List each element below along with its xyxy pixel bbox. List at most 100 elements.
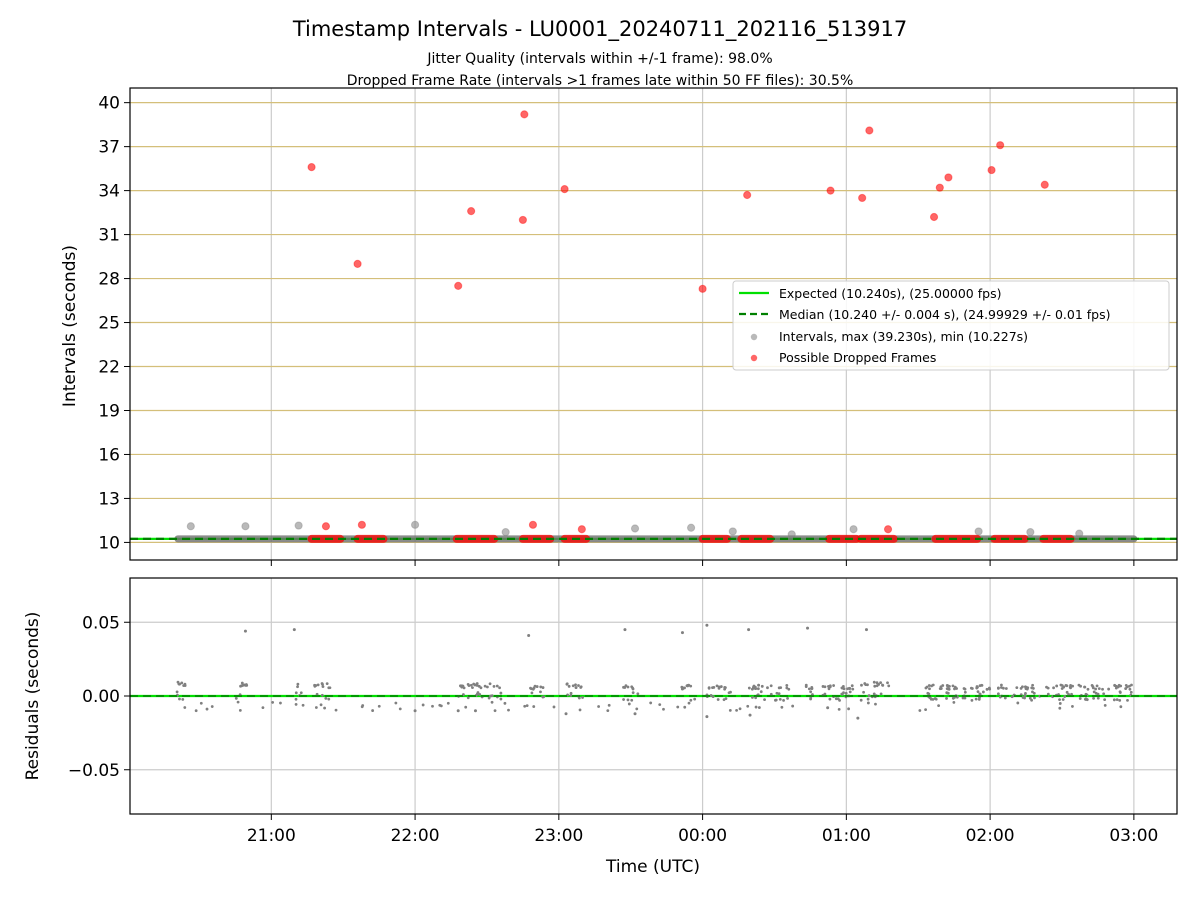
residual-point bbox=[327, 697, 331, 701]
interval-point bbox=[974, 527, 983, 536]
bottom-y-axis-label: Residuals (seconds) bbox=[23, 612, 43, 781]
residual-point bbox=[806, 626, 810, 630]
residual-point bbox=[756, 687, 760, 691]
residual-point bbox=[757, 706, 761, 709]
residual-point bbox=[597, 705, 601, 708]
residual-point bbox=[361, 704, 365, 707]
residual-point bbox=[301, 703, 305, 707]
residual-point bbox=[456, 709, 460, 713]
residual-point bbox=[862, 690, 865, 694]
residual-point bbox=[316, 683, 320, 687]
residual-point bbox=[778, 698, 782, 701]
residual-point bbox=[996, 692, 1000, 696]
residual-point bbox=[371, 709, 375, 712]
residual-point bbox=[985, 687, 989, 691]
residual-point bbox=[826, 706, 830, 710]
dropped-frame-point bbox=[944, 173, 953, 182]
residual-point bbox=[320, 693, 324, 697]
residuals-panel: −0.05 0.00 0.05 21:00 22:00 23:00 00:00 01:00 02… bbox=[68, 577, 1178, 846]
residual-point bbox=[485, 685, 489, 689]
interval-point bbox=[410, 520, 420, 529]
residual-point bbox=[507, 708, 510, 712]
residual-point bbox=[810, 687, 814, 690]
y-tick-label: 0.05 bbox=[82, 613, 120, 633]
residual-point bbox=[487, 696, 491, 700]
residual-point bbox=[1004, 687, 1008, 690]
y-tick-label: 0.00 bbox=[82, 687, 120, 707]
dropped-frame-point bbox=[698, 284, 707, 293]
residual-point bbox=[1118, 698, 1122, 702]
residual-point bbox=[473, 709, 477, 713]
residual-point bbox=[856, 716, 860, 720]
residual-point bbox=[748, 713, 752, 717]
residual-point bbox=[963, 690, 967, 694]
residual-point bbox=[866, 697, 870, 701]
interval-point bbox=[1026, 528, 1035, 537]
residual-point bbox=[1033, 696, 1036, 700]
residual-point bbox=[541, 686, 545, 689]
residual-point bbox=[1092, 690, 1096, 694]
residual-point bbox=[1091, 686, 1095, 690]
residual-point bbox=[581, 696, 584, 699]
residual-point bbox=[532, 705, 536, 708]
y-tick-label: 10 bbox=[98, 533, 120, 553]
residual-point bbox=[495, 684, 499, 688]
residual-point bbox=[975, 686, 979, 690]
y-tick-label: −0.05 bbox=[68, 761, 120, 781]
residual-point bbox=[681, 687, 685, 691]
residual-point bbox=[460, 684, 464, 688]
residual-point bbox=[928, 687, 931, 691]
residual-point bbox=[974, 697, 978, 701]
dropped-frame-point bbox=[935, 183, 944, 192]
residual-point bbox=[1060, 684, 1064, 687]
residual-point bbox=[294, 702, 298, 706]
residual-point bbox=[879, 692, 883, 696]
residual-point bbox=[997, 686, 1000, 690]
residual-point bbox=[951, 696, 955, 700]
residual-point bbox=[631, 691, 635, 695]
residual-point bbox=[271, 701, 275, 704]
residual-point bbox=[627, 702, 631, 706]
residual-point bbox=[542, 695, 546, 699]
interval-point bbox=[630, 524, 640, 533]
residual-point bbox=[924, 708, 927, 712]
residual-point bbox=[769, 684, 773, 688]
residual-point bbox=[1058, 698, 1061, 702]
residual-point bbox=[241, 684, 245, 687]
residual-point bbox=[181, 698, 185, 701]
residual-point bbox=[240, 681, 244, 685]
residual-point bbox=[1032, 687, 1035, 690]
residual-point bbox=[879, 681, 883, 685]
dropped-frame-point bbox=[353, 259, 362, 269]
residual-point bbox=[490, 700, 494, 704]
residual-point bbox=[1117, 683, 1121, 687]
residual-point bbox=[705, 623, 709, 627]
residual-point bbox=[867, 694, 871, 698]
residual-point bbox=[722, 698, 726, 702]
residual-point bbox=[785, 686, 789, 690]
dropped-frame-point bbox=[858, 193, 867, 203]
residual-point bbox=[747, 686, 751, 690]
dropped-frame-point bbox=[467, 207, 476, 216]
legend-box bbox=[732, 280, 1170, 371]
residual-point bbox=[292, 628, 296, 632]
y-tick-label: 22 bbox=[98, 358, 120, 378]
residual-point bbox=[947, 687, 951, 691]
residual-point bbox=[860, 683, 863, 687]
residual-point bbox=[941, 684, 945, 687]
residual-point bbox=[1103, 698, 1107, 702]
residual-point bbox=[499, 691, 503, 695]
residual-point bbox=[314, 706, 318, 709]
residual-point bbox=[175, 690, 179, 694]
residual-point bbox=[1063, 695, 1067, 698]
residual-point bbox=[1065, 690, 1069, 694]
residual-point bbox=[680, 631, 684, 635]
x-tick-label: 21:00 bbox=[247, 826, 296, 846]
residual-point bbox=[1052, 686, 1055, 690]
residual-point bbox=[1124, 687, 1128, 690]
residual-point bbox=[1071, 705, 1074, 708]
chart-subtitle-jitter: Jitter Quality (intervals within +/-1 fr… bbox=[426, 51, 772, 67]
residual-point bbox=[1024, 692, 1027, 695]
interval-point bbox=[186, 522, 195, 531]
residual-point bbox=[719, 685, 723, 688]
